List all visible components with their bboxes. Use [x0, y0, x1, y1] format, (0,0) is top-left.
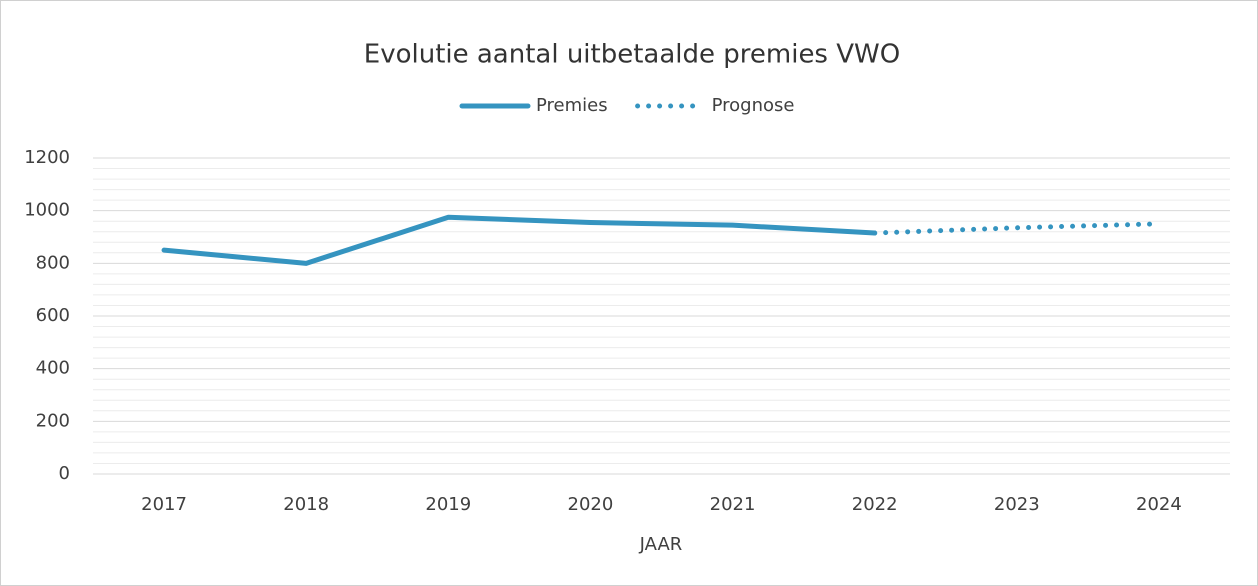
- y-tick-label: 200: [36, 410, 70, 431]
- x-tick-label: 2017: [141, 494, 187, 515]
- y-tick-label: 1200: [24, 147, 70, 168]
- x-tick-label: 2020: [568, 494, 614, 515]
- x-tick-label: 2023: [994, 494, 1040, 515]
- x-tick-label: 2021: [710, 494, 756, 515]
- x-axis-label: JAAR: [639, 534, 683, 555]
- legend-label: Prognose: [712, 95, 795, 116]
- y-tick-label: 1000: [24, 200, 70, 221]
- x-tick-label: 2024: [1136, 494, 1182, 515]
- legend-label: Premies: [536, 95, 608, 116]
- y-tick-label: 400: [36, 358, 70, 379]
- line-series: [872, 221, 1162, 236]
- line-series: [161, 214, 878, 266]
- y-tick-label: 0: [59, 463, 70, 484]
- x-tick-label: 2022: [852, 494, 898, 515]
- y-tick-label: 800: [36, 252, 70, 273]
- x-tick-label: 2019: [425, 494, 471, 515]
- chart-title: Evolutie aantal uitbetaalde premies VWO: [364, 40, 900, 70]
- x-tick-label: 2018: [283, 494, 329, 515]
- y-tick-label: 600: [36, 305, 70, 326]
